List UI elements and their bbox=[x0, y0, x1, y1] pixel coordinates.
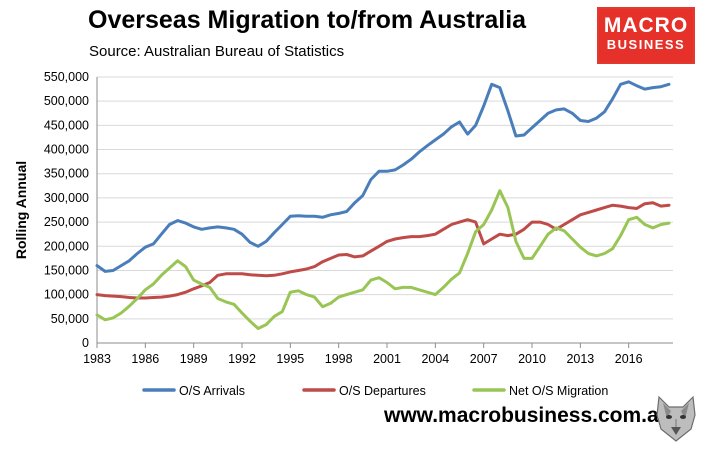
y-tick-label: 550,000 bbox=[44, 70, 89, 84]
x-tick-label: 2016 bbox=[615, 352, 643, 366]
x-tick-label: 2007 bbox=[470, 352, 498, 366]
x-tick-label: 2013 bbox=[566, 352, 594, 366]
logo-line-2: BUSINESS bbox=[606, 37, 686, 52]
x-tick-label: 2010 bbox=[518, 352, 546, 366]
y-tick-label: 250,000 bbox=[44, 215, 89, 229]
x-tick-label: 2004 bbox=[421, 352, 449, 366]
gridlines bbox=[97, 76, 673, 320]
y-tick-label: 500,000 bbox=[44, 94, 89, 108]
y-tick-label: 50,000 bbox=[51, 312, 89, 326]
legend-label-o-s-arrivals: O/S Arrivals bbox=[179, 384, 245, 398]
legend: O/S Arrivals O/S Departures Net O/S Migrat… bbox=[142, 384, 608, 398]
chart-source: Source: Australian Bureau of Statistics bbox=[89, 43, 345, 60]
logo-line-1: MACRO bbox=[603, 14, 689, 37]
series-line-o-s-departures bbox=[95, 201, 671, 300]
x-tick-label: 1989 bbox=[180, 352, 208, 366]
macrobusiness-logo: MACRO BUSINESS bbox=[597, 7, 695, 64]
y-tick-label: 300,000 bbox=[44, 191, 89, 205]
y-tick-label: 400,000 bbox=[44, 143, 89, 157]
chart-title: Overseas Migration to/from Australia bbox=[88, 6, 527, 34]
series-line-net-o-s-migration bbox=[95, 189, 671, 330]
series-group bbox=[95, 80, 671, 330]
y-tick-label: 150,000 bbox=[44, 263, 89, 277]
y-tick-label: 0 bbox=[82, 336, 89, 350]
y-tick-label: 450,000 bbox=[44, 118, 89, 132]
x-tick-label: 1983 bbox=[83, 352, 111, 366]
y-tick-label: 200,000 bbox=[44, 239, 89, 253]
x-tick-label: 1998 bbox=[325, 352, 353, 366]
wolf-logo-icon bbox=[656, 395, 696, 442]
x-tick-label: 1986 bbox=[131, 352, 159, 366]
y-axis-title: Rolling Annual bbox=[13, 161, 29, 259]
y-tick-label: 350,000 bbox=[44, 167, 89, 181]
x-tick-label: 1995 bbox=[276, 352, 304, 366]
x-tick-label: 2001 bbox=[373, 352, 401, 366]
axes: 0 50,000 100,000 150,000 200,000 250,000 300,0… bbox=[13, 70, 673, 366]
website-url[interactable]: www.macrobusiness.com.au bbox=[384, 404, 672, 427]
legend-label-o-s-departures: O/S Departures bbox=[339, 384, 426, 398]
x-tick-label: 1992 bbox=[228, 352, 256, 366]
y-tick-label: 100,000 bbox=[44, 288, 89, 302]
series-line-o-s-arrivals bbox=[95, 80, 671, 273]
legend-label-net-o-s-migration: Net O/S Migration bbox=[509, 384, 608, 398]
